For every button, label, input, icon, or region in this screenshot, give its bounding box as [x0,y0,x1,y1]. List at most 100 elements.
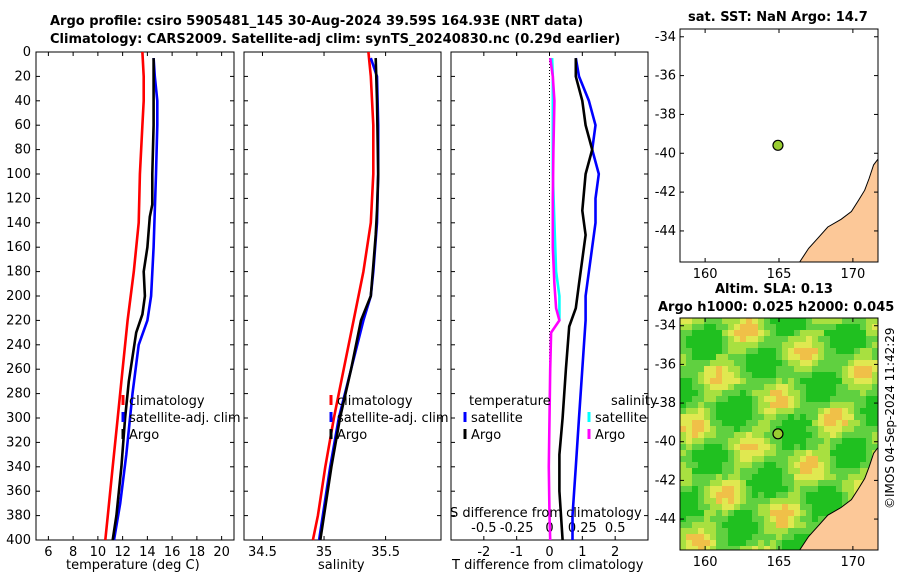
sla-cell [872,426,878,432]
sla-cell [704,390,710,396]
salinity-xlabel: salinity [318,558,365,573]
salinity-legend-label: satellite-adj. clim [337,411,449,426]
sla-cell [686,384,692,390]
sla-cell [848,330,854,336]
sla-cell [722,408,728,414]
sla-cell [680,528,686,534]
sla-cell [722,348,728,354]
sla-cell [794,426,800,432]
sla-cell [686,540,692,546]
sla-cell [704,522,710,528]
sla-cell [848,420,854,426]
sla-cell [860,438,866,444]
sla-cell [710,420,716,426]
sla-cell [680,420,686,426]
sla-cell [740,366,746,372]
sla-cell [824,378,830,384]
sla-cell [746,336,752,342]
sla-cell [680,522,686,528]
sla-cell [794,474,800,480]
sla-cell [800,420,806,426]
sdiff-legend-title: salinity [611,394,658,409]
sla-cell [698,540,704,546]
sla-cell [848,342,854,348]
temperature-series-climatology [104,51,145,541]
depth-tick-label: 240 [6,338,31,353]
sla-cell [836,354,842,360]
sla-cell [710,438,716,444]
sla-cell [758,396,764,402]
sla-cell [722,318,728,324]
depth-tick-label: 140 [6,216,31,231]
sla-cell [800,396,806,402]
sla-cell [716,510,722,516]
sla-cell [836,486,842,492]
sla-cell [830,354,836,360]
sla-cell [752,342,758,348]
sla-cell [866,450,872,456]
sla-cell [800,510,806,516]
sla-cell [812,390,818,396]
sla-cell [848,318,854,324]
sla-cell [770,396,776,402]
sla-cell [770,384,776,390]
sla-cell [812,522,818,528]
sla-cell [866,384,872,390]
sla-cell [746,384,752,390]
sla-cell [800,354,806,360]
sla-cell [794,444,800,450]
difference-series-s-argo [547,57,561,541]
sla-cell [842,324,848,330]
sla-cell [734,366,740,372]
sla-cell [812,372,818,378]
sla-cell [680,492,686,498]
sla-cell [854,330,860,336]
sla-cell [842,360,848,366]
sla-cell [830,402,836,408]
sla-cell [728,384,734,390]
sla-cell [704,510,710,516]
sla-cell [800,516,806,522]
sla-cell [866,402,872,408]
sla-cell [716,420,722,426]
sla-cell [842,468,848,474]
sla-cell [812,450,818,456]
sla-cell [746,522,752,528]
sla-cell [704,420,710,426]
sla-cell [806,402,812,408]
sla-cell [854,348,860,354]
sla-cell [716,408,722,414]
sla-cell [848,492,854,498]
sla-cell [740,474,746,480]
sla-cell [818,426,824,432]
sla-cell [728,498,734,504]
sla-cell [758,348,764,354]
sla-cell [722,516,728,522]
sla-cell [872,414,878,420]
sla-cell [782,510,788,516]
sla-cell [716,366,722,372]
sla-cell [710,450,716,456]
sla-cell [710,468,716,474]
sla-cell [812,348,818,354]
sla-cell [758,432,764,438]
sla-cell [704,432,710,438]
sla-cell [698,324,704,330]
sla-cell [698,342,704,348]
sla-cell [680,498,686,504]
sla-cell [728,402,734,408]
sla-cell [770,330,776,336]
sla-cell [686,336,692,342]
sla-cell [824,480,830,486]
sla-cell [698,354,704,360]
sla-cell [764,342,770,348]
sla-cell [734,414,740,420]
sla-cell [680,396,686,402]
sla-cell [692,378,698,384]
sla-cell [698,330,704,336]
sla-cell [794,456,800,462]
sla-cell [710,372,716,378]
sla-cell [734,402,740,408]
depth-tick-label: 220 [6,313,31,328]
sla-cell [758,516,764,522]
